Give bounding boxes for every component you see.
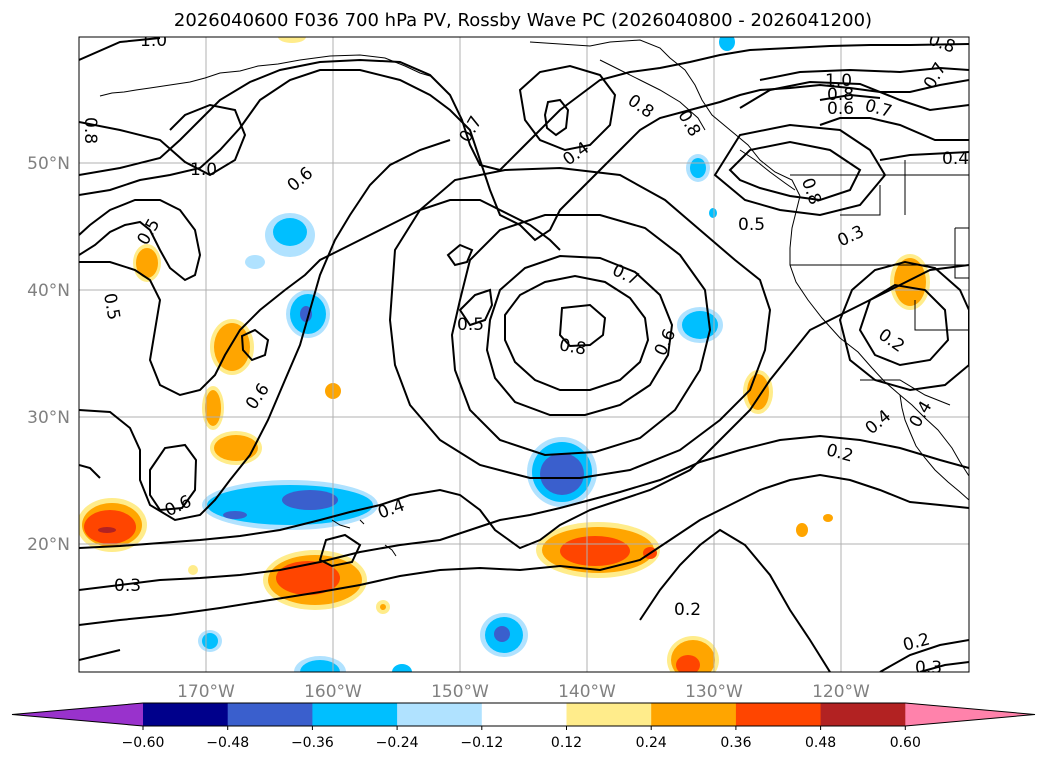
graticule — [79, 37, 969, 672]
colorbar-tick-label: 0.12 — [551, 735, 582, 751]
colorbar-tick-label: 0.48 — [805, 735, 836, 751]
colorbar-extend-low — [12, 703, 143, 726]
lat-label-20n: 20°N — [27, 535, 70, 555]
svg-text:1.0: 1.0 — [140, 31, 167, 51]
lon-axis-labels: 170°W 160°W 150°W 140°W 130°W 120°W — [177, 682, 870, 702]
lon-label-120w: 120°W — [812, 682, 870, 702]
colorbar-tick-label: 0.24 — [636, 735, 667, 751]
colorbar-segment — [566, 703, 652, 726]
colorbar-segment — [397, 703, 483, 726]
svg-text:0.5: 0.5 — [457, 315, 484, 335]
coastlines — [99, 39, 969, 557]
colorbar-segment — [227, 703, 313, 726]
shaded-anomalies — [79, 37, 930, 672]
pv-contours — [79, 37, 969, 672]
colorbar-tick-label: 0.60 — [890, 735, 921, 751]
colorbar-tick-label: −0.12 — [460, 735, 503, 751]
lat-label-40n: 40°N — [27, 281, 70, 301]
plot-frame — [78, 36, 970, 673]
svg-text:0.2: 0.2 — [674, 600, 701, 620]
colorbar-tick-label: −0.36 — [291, 735, 334, 751]
svg-text:0.8: 0.8 — [827, 85, 854, 105]
colorbar-tick-label: −0.60 — [122, 735, 165, 751]
lon-label-160w: 160°W — [304, 682, 362, 702]
svg-text:0.3: 0.3 — [114, 576, 141, 596]
colorbar-segment — [651, 703, 737, 726]
lon-label-150w: 150°W — [431, 682, 489, 702]
svg-text:0.5: 0.5 — [738, 215, 765, 235]
colorbar-tick-label: −0.48 — [206, 735, 249, 751]
figure-title: 2026040600 F036 700 hPa PV, Rossby Wave … — [174, 10, 872, 31]
colorbar-segment — [481, 703, 567, 726]
svg-text:0.5: 0.5 — [99, 292, 123, 322]
svg-text:0.4: 0.4 — [942, 149, 969, 169]
svg-text:1.0: 1.0 — [190, 160, 217, 180]
lon-label-140w: 140°W — [558, 682, 616, 702]
colorbar-segment — [312, 703, 398, 726]
lon-label-130w: 130°W — [685, 682, 743, 702]
colorbar-segment — [820, 703, 906, 726]
lat-label-30n: 30°N — [27, 408, 70, 428]
lon-label-170w: 170°W — [177, 682, 235, 702]
colorbar-tick-label: −0.24 — [376, 735, 419, 751]
svg-text:1.0: 1.0 — [825, 71, 852, 91]
svg-text:0.3: 0.3 — [915, 658, 942, 678]
svg-text:0.6: 0.6 — [827, 99, 854, 119]
colorbar: −0.60 −0.48 −0.36 −0.24 −0.12 0.12 0.24 0.36 0.4… — [11, 702, 1036, 751]
svg-text:0.8: 0.8 — [80, 117, 100, 144]
svg-text:0.8: 0.8 — [558, 335, 588, 359]
colorbar-extend-high — [905, 703, 1035, 726]
lat-label-50n: 50°N — [27, 154, 70, 174]
colorbar-tick-label: 0.36 — [720, 735, 751, 751]
colorbar-segment — [143, 703, 229, 726]
colorbar-segment — [735, 703, 822, 726]
lat-axis-labels: 50°N 40°N 30°N 20°N — [27, 154, 70, 555]
